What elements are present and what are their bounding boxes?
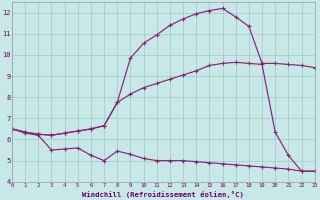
X-axis label: Windchill (Refroidissement éolien,°C): Windchill (Refroidissement éolien,°C) [82,191,244,198]
